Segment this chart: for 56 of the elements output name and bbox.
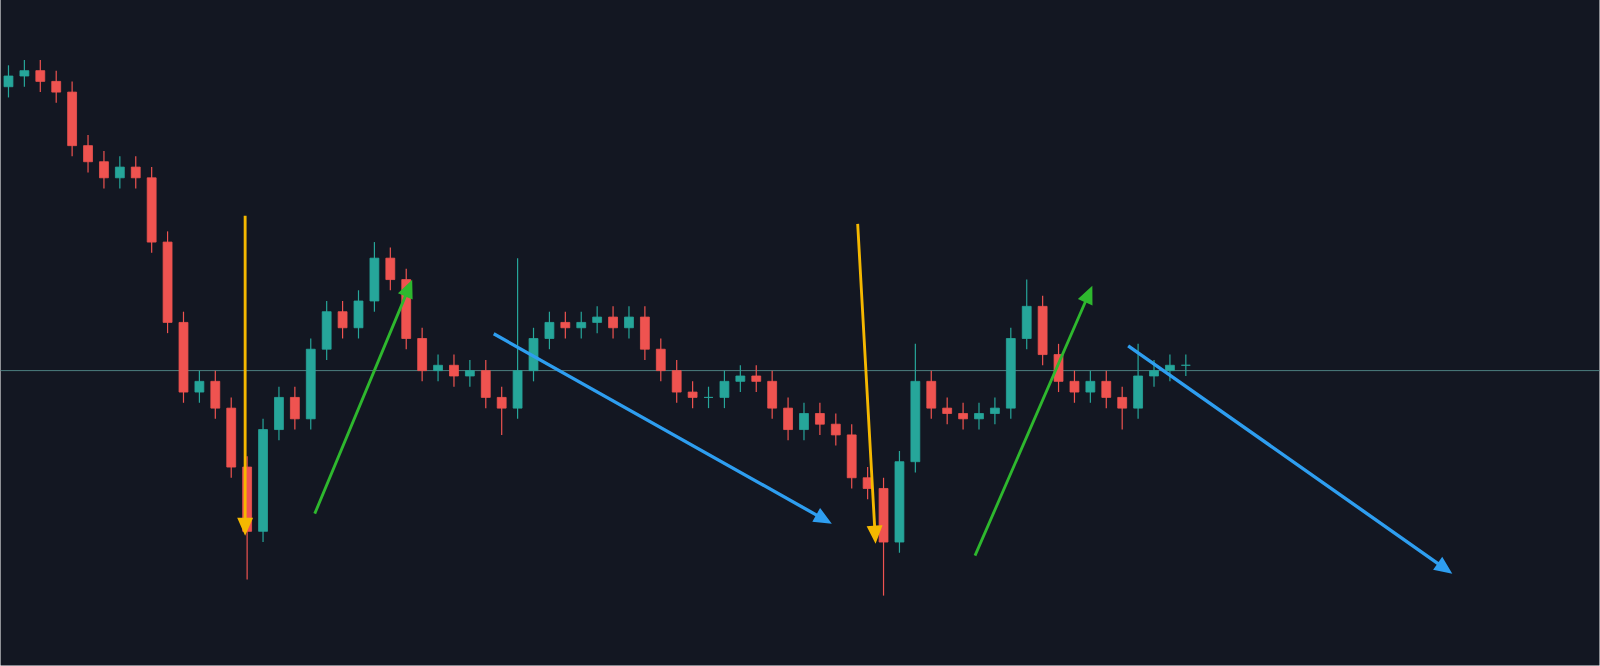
- candlestick: [130, 155, 141, 190]
- candlestick: [1085, 370, 1096, 404]
- candlestick: [560, 311, 571, 340]
- candlestick: [767, 370, 778, 420]
- candlestick: [385, 247, 396, 292]
- candlestick: [353, 289, 364, 340]
- candlestick: [417, 327, 427, 383]
- candlestick: [290, 386, 300, 431]
- candlestick: [99, 150, 109, 190]
- candlestick: [194, 370, 205, 404]
- candlestick: [751, 364, 762, 393]
- candlestick: [846, 423, 857, 490]
- candlestick: [799, 402, 809, 442]
- candlestick: [655, 338, 666, 383]
- candlestick: [1021, 279, 1032, 351]
- candlestick: [496, 386, 507, 436]
- candlestick: [608, 305, 618, 340]
- candlestick: [719, 370, 730, 409]
- candlestick: [592, 305, 603, 334]
- candlestick: [576, 311, 587, 340]
- candlestick: [830, 413, 841, 447]
- candlestick: [735, 364, 746, 393]
- candlestick: [624, 305, 634, 340]
- candlestick: [926, 370, 937, 420]
- candlestick: [544, 311, 555, 351]
- candlestick: [671, 359, 682, 404]
- candlestick: [1133, 343, 1143, 420]
- candlestick: [35, 59, 46, 93]
- candlestick: [640, 305, 650, 361]
- candlestick: [958, 402, 968, 431]
- candlestick: [369, 241, 380, 313]
- candlestick: [1101, 370, 1112, 409]
- candlestick: [815, 402, 825, 436]
- candlestick: [449, 354, 459, 388]
- candlestick: [433, 354, 443, 383]
- candlestick: [465, 359, 475, 388]
- candlestick: [3, 64, 14, 99]
- candlestick: [480, 359, 491, 409]
- candlestick: [1069, 370, 1080, 404]
- candlestick: [1117, 386, 1128, 431]
- candlestick: [51, 70, 62, 104]
- candlestick: [687, 380, 698, 409]
- candlestick: [321, 300, 332, 361]
- candlestick: [974, 402, 984, 431]
- candlestick: [990, 397, 1000, 426]
- candlestick: [210, 370, 221, 420]
- candlestick: [1165, 354, 1175, 383]
- candlestick: [512, 257, 523, 420]
- candlestick: [1149, 359, 1159, 388]
- candlestick: [783, 397, 793, 442]
- candlestick: [115, 155, 125, 190]
- candlestick: [337, 300, 348, 340]
- candlestick: [942, 397, 953, 426]
- candlestick: [19, 59, 30, 88]
- candlestick: [83, 134, 93, 174]
- candlestick: [274, 386, 284, 442]
